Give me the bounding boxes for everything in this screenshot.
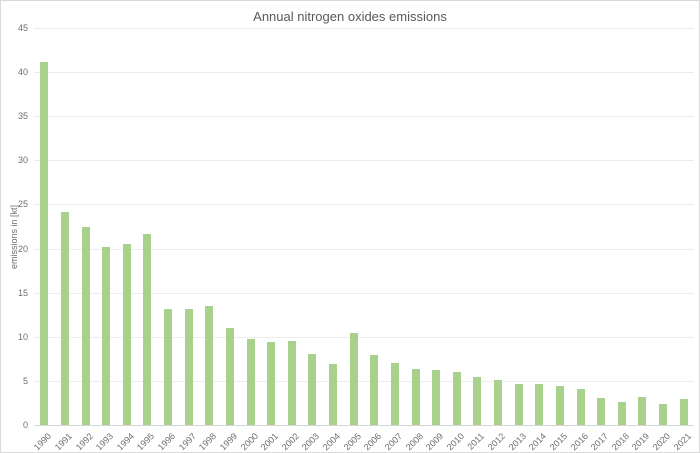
bar-2001 [267, 342, 276, 425]
bar-1993 [102, 246, 111, 425]
gridline [34, 337, 694, 338]
bar-2007 [390, 363, 399, 425]
bar-1999 [225, 328, 234, 425]
y-tick-label: 0 [22, 420, 28, 430]
bar-2019 [638, 396, 647, 425]
bar-2015 [555, 386, 564, 425]
bar-2014 [535, 384, 544, 425]
y-tick-label: 25 [17, 199, 28, 209]
y-tick-label: 10 [17, 332, 28, 342]
gridline [34, 249, 694, 250]
y-tick-label: 5 [22, 376, 28, 386]
bar-1994 [122, 244, 131, 425]
bar-2005 [349, 333, 358, 425]
gridline [34, 28, 694, 29]
gridline [34, 72, 694, 73]
bar-2012 [494, 380, 503, 425]
y-tick-label: 15 [17, 288, 28, 298]
plot-area: 0 5 10 15 20 25 30 35 40 45 1990 1991 1992 1993 1994 19… [18, 23, 694, 452]
bar-2008 [411, 369, 420, 425]
bar-2018 [617, 402, 626, 425]
chart-title: Annual nitrogen oxides emissions [253, 9, 447, 24]
bar-1991 [60, 211, 69, 425]
bar-2004 [329, 364, 338, 425]
gridline [34, 160, 694, 161]
bar-2000 [246, 339, 255, 425]
bar-1992 [81, 227, 90, 425]
bar-2006 [370, 355, 379, 425]
y-axis-title: emissions in [kt] [9, 204, 19, 269]
gridline [34, 116, 694, 117]
gridline [34, 204, 694, 205]
gridline [34, 293, 694, 294]
bar-1996 [164, 309, 173, 425]
bar-2021 [679, 399, 688, 425]
bar-2009 [432, 370, 441, 425]
bar-2011 [473, 376, 482, 425]
x-axis-line [34, 425, 694, 426]
y-tick-label: 35 [17, 111, 28, 121]
y-tick-label: 45 [17, 23, 28, 33]
bar-2013 [514, 384, 523, 425]
y-tick-label: 20 [17, 244, 28, 254]
y-tick-label: 40 [17, 67, 28, 77]
bar-1998 [205, 305, 214, 425]
bar-2017 [597, 397, 606, 425]
bar-2020 [659, 403, 668, 425]
bar-2016 [576, 388, 585, 425]
bar-1995 [143, 233, 152, 425]
bar-1997 [184, 308, 193, 425]
bar-2010 [452, 372, 461, 425]
bar-2002 [287, 341, 296, 425]
bar-2003 [308, 353, 317, 425]
y-tick-label: 30 [17, 155, 28, 165]
bar-1990 [40, 62, 49, 425]
gridline [34, 381, 694, 382]
